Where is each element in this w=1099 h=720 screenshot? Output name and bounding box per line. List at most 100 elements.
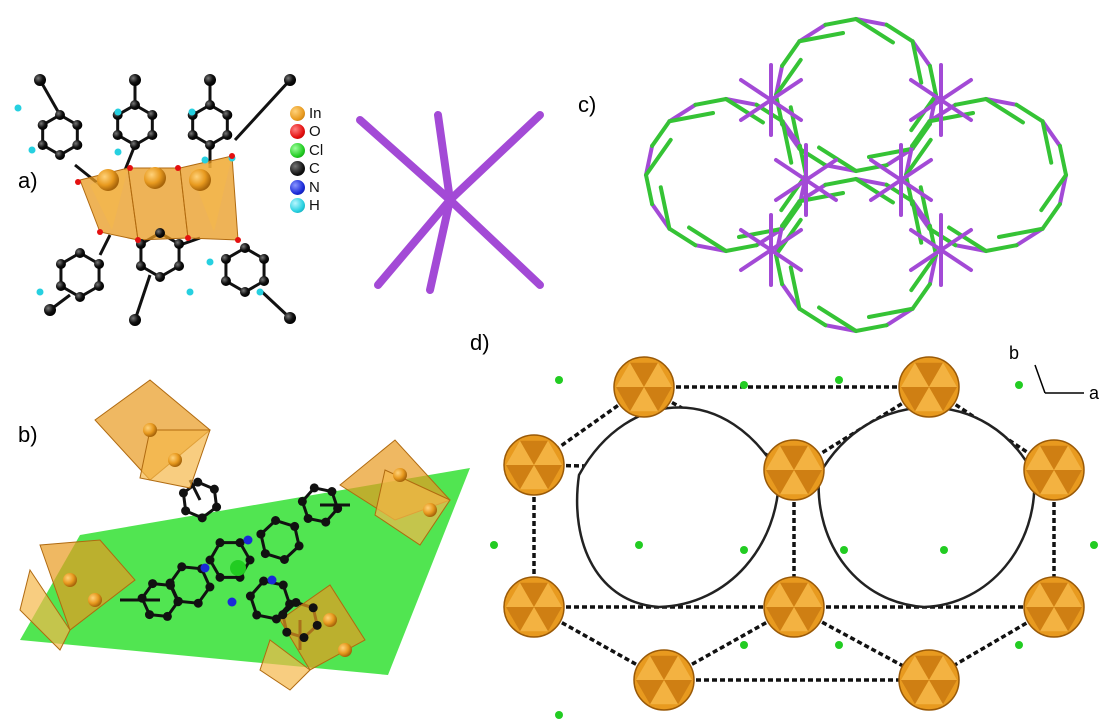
carbon-atom	[259, 576, 269, 586]
carbon-atom	[252, 610, 262, 620]
chlorine-atom	[555, 376, 563, 384]
oxygen-atom	[229, 153, 235, 159]
carbon-atom	[193, 598, 203, 608]
carbon-atom	[147, 110, 158, 120]
indium-atom	[97, 169, 119, 191]
carbon-atom	[259, 276, 270, 286]
hydrogen-atom	[201, 156, 209, 164]
legend-item: H	[290, 197, 360, 216]
indium-atom	[338, 643, 352, 657]
hydrogen-atom	[114, 108, 122, 116]
chlorine-atom	[490, 541, 498, 549]
carbon-atom	[256, 529, 266, 539]
hydrogen-atom	[14, 104, 22, 112]
carbon-atom	[55, 281, 66, 291]
carbon-atom	[291, 597, 301, 607]
oxygen-atom	[185, 235, 191, 241]
carbon-atom	[193, 477, 203, 487]
indium-atom	[143, 423, 157, 437]
legend-swatch-cl	[290, 142, 305, 158]
legend-label: H	[309, 197, 320, 215]
indium-atom	[168, 453, 182, 467]
oxygen-atom	[97, 229, 103, 235]
carbon-atom	[235, 538, 245, 548]
indium-atom	[63, 573, 77, 587]
carbon-atom	[55, 110, 65, 120]
indium-atom	[423, 503, 437, 517]
oxygen-atom	[135, 237, 141, 243]
nitrogen-atom	[243, 535, 253, 545]
carbon-atom	[308, 603, 318, 613]
chlorine-atom	[835, 641, 843, 649]
carbon-atom	[279, 555, 289, 565]
carbon-atom	[294, 541, 304, 551]
carbon-atom	[240, 287, 250, 297]
hydrogen-atom	[114, 148, 122, 156]
carbon-atom	[222, 130, 233, 140]
indium-cluster	[503, 434, 565, 496]
carbon-atom	[37, 120, 48, 130]
legend-swatch-o	[290, 124, 305, 140]
hydrogen-atom	[36, 288, 44, 296]
methyl-carbon-atom	[204, 74, 216, 86]
oxygen-atom	[235, 237, 241, 243]
indium-atom	[189, 169, 211, 191]
carbon-atom	[187, 130, 198, 140]
chlorine-atom	[635, 541, 643, 549]
panel-label-a: a)	[18, 168, 38, 193]
indium-cluster	[763, 439, 825, 501]
element-legend: In O Cl C N H	[290, 104, 360, 215]
carbon-atom	[299, 633, 309, 643]
carbon-atom	[240, 243, 250, 253]
indium-cluster	[613, 356, 675, 418]
carbon-atom	[166, 580, 176, 590]
indium-cluster	[763, 576, 825, 638]
carbon-atom	[155, 228, 165, 238]
carbon-atom	[130, 100, 140, 110]
indium-atom	[144, 167, 166, 189]
carbon-atom	[148, 579, 158, 589]
panel-b-porphyrin-plane	[19, 379, 470, 691]
carbon-atom	[205, 555, 215, 565]
indium-cluster	[898, 356, 960, 418]
methyl-carbon-atom	[129, 74, 141, 86]
panel-a-cluster-structure	[14, 74, 296, 326]
carbon-atom	[278, 580, 288, 590]
carbon-atom	[321, 517, 331, 527]
hydrogen-atom	[186, 288, 194, 296]
hydrogen-atom	[28, 146, 36, 154]
indium-cluster	[633, 649, 695, 711]
panel-c-topology-net	[644, 17, 1068, 333]
legend-label: Cl	[309, 141, 324, 159]
nitrogen-atom	[267, 575, 277, 585]
oxygen-atom	[175, 165, 181, 171]
carbon-atom	[309, 483, 319, 493]
carbon-atom	[55, 150, 65, 160]
methyl-carbon-atom	[44, 304, 56, 316]
axis-indicator: b a	[1009, 343, 1099, 403]
carbon-atom	[135, 261, 146, 271]
carbon-atom	[72, 140, 83, 150]
carbon-atom	[162, 611, 172, 621]
chlorine-atom	[555, 711, 563, 719]
nitrogen-atom	[200, 563, 210, 573]
legend-swatch-n	[290, 179, 305, 195]
methyl-carbon-atom	[284, 312, 296, 324]
indium-cluster	[1023, 439, 1085, 501]
legend-item: N	[290, 178, 360, 197]
carbon-atom	[222, 110, 233, 120]
panel-d-crystal-packing: b a	[490, 343, 1099, 719]
carbon-atom	[271, 614, 281, 624]
panel-label-c: c)	[578, 92, 597, 117]
carbon-atom	[75, 248, 85, 258]
chlorine-atom	[1090, 541, 1098, 549]
chlorine-atom	[835, 376, 843, 384]
panel-label-d: d)	[470, 330, 490, 355]
carbon-atom	[327, 487, 337, 497]
legend-item: In	[290, 104, 360, 123]
legend-label: N	[309, 178, 320, 196]
axis-label-a: a	[1089, 383, 1099, 403]
carbon-atom	[75, 292, 85, 302]
carbon-atom	[37, 140, 48, 150]
carbon-atom	[72, 120, 83, 130]
